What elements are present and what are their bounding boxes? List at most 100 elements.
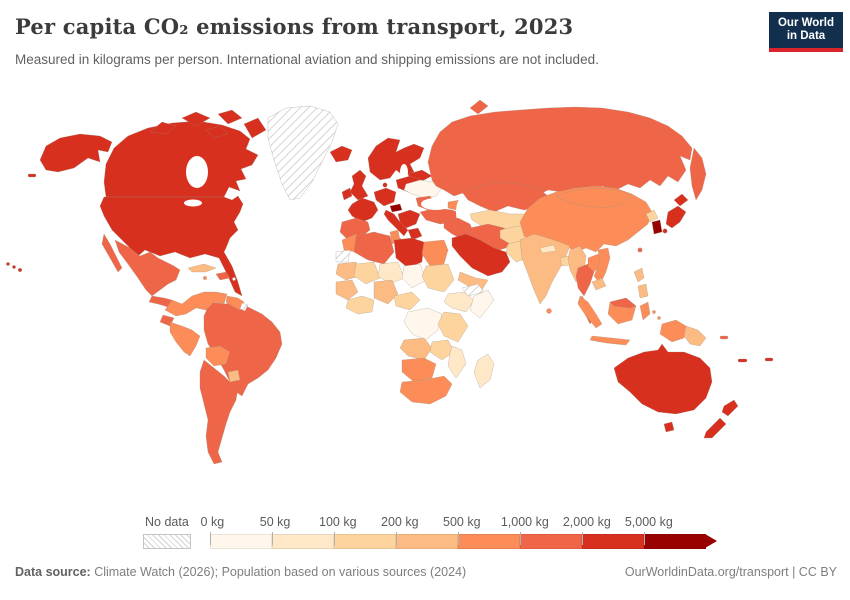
country-greenland[interactable] [267,105,339,201]
country-borneo-malaysia[interactable] [609,297,637,309]
legend-segment-0[interactable] [210,534,272,549]
legend-segment-3[interactable] [396,534,458,549]
country-peru[interactable] [169,321,201,357]
country-new-guinea-west[interactable] [659,319,687,343]
country-greece[interactable] [407,227,423,241]
country-germany-central-europe[interactable] [373,187,397,207]
country-south-korea[interactable] [651,219,663,235]
country-hispaniola[interactable] [215,271,231,281]
country-india[interactable] [519,233,571,305]
country-ethiopia[interactable] [443,291,475,313]
country-cuba[interactable] [187,263,217,273]
legend-no-data-swatch[interactable] [143,534,191,549]
country-moluccas[interactable] [657,316,661,320]
country-colombia-venezuela[interactable] [164,291,228,317]
country-argentina-chile[interactable] [199,359,239,465]
legend-segment-4[interactable] [458,534,520,549]
country-angola[interactable] [399,337,433,361]
country-italy[interactable] [383,209,409,237]
country-egypt[interactable] [421,239,449,267]
country-zambia-zimbabwe[interactable] [429,339,455,361]
country-drc[interactable] [403,307,443,341]
country-france[interactable] [347,197,379,223]
country-mongolia[interactable] [555,187,633,209]
country-bolivia[interactable] [205,345,231,367]
country-cambodia[interactable] [591,277,607,291]
country-papua-new-guinea[interactable] [683,325,707,347]
country-taiwan[interactable] [637,247,643,253]
country-somalia[interactable] [469,289,495,319]
country-australia[interactable] [613,343,713,415]
country-sulawesi[interactable] [639,301,651,321]
country-iceland[interactable] [329,145,353,163]
country-java[interactable] [589,335,631,346]
legend-segment-6[interactable] [582,534,644,549]
country-mali[interactable] [353,261,381,285]
country-mozambique[interactable] [447,345,467,379]
country-cameroon-car[interactable] [393,291,421,311]
country-hawaii[interactable] [17,267,23,273]
country-vietnam[interactable] [593,247,611,285]
footer-link[interactable]: OurWorldinData.org/transport | CC BY [624,565,837,579]
country-guyanas[interactable] [225,295,245,311]
country-namibia-botswana[interactable] [401,357,437,383]
country-madagascar[interactable] [473,353,495,389]
country-new-caledonia[interactable] [737,358,748,363]
country-nepal[interactable] [539,244,557,254]
country-sudan[interactable] [421,263,455,293]
country-hawaii[interactable] [6,262,10,266]
country-philippines[interactable] [633,267,649,299]
country-algeria[interactable] [353,231,395,265]
country-novaya-zemlya[interactable] [469,99,489,115]
country-aleutians[interactable] [27,173,37,178]
map-legend[interactable]: No data 0 kg 50 kg 100 kg 200 kg 500 kg 1,000… [0,510,850,555]
country-austria[interactable] [389,203,403,213]
country-japan-honshu[interactable] [665,205,687,229]
country-mexico[interactable] [114,239,181,297]
country-senegal-guinea[interactable] [335,279,359,301]
country-south-africa[interactable] [399,375,453,405]
country-russia-kamchatka[interactable] [689,147,707,201]
legend-segment-1[interactable] [272,534,334,549]
country-sumatra[interactable] [577,295,603,329]
country-canada[interactable] [103,120,259,198]
country-fiji[interactable] [764,357,774,362]
country-libya[interactable] [393,237,425,269]
country-paraguay[interactable] [227,369,241,383]
country-scandinavia[interactable] [367,137,425,181]
country-french-guiana[interactable] [239,302,249,312]
country-tasmania[interactable] [663,421,675,433]
country-japan-kyushu[interactable] [662,228,668,234]
country-nigeria[interactable] [373,279,399,305]
country-north-korea[interactable] [645,209,659,223]
legend-segment-7[interactable] [644,534,706,549]
country-west-africa-coast[interactable] [345,295,375,315]
country-jamaica[interactable] [202,275,208,281]
country-solomon-islands[interactable] [719,335,729,340]
country-ukraine[interactable] [403,179,443,199]
country-kenya-tanzania[interactable] [437,311,469,343]
country-new-zealand-north[interactable] [721,399,739,417]
country-russia[interactable] [427,106,693,197]
country-japan-hokkaido[interactable] [673,193,689,207]
country-chad[interactable] [401,263,427,289]
country-denmark[interactable] [382,182,388,188]
country-sri-lanka[interactable] [546,308,552,314]
country-moluccas[interactable] [652,310,656,314]
owid-logo[interactable]: Our World in Data [769,12,843,52]
legend-segment-2[interactable] [334,534,396,549]
country-mexico-baja[interactable] [101,233,123,273]
country-saudi-arabia-oman[interactable] [451,233,511,277]
country-usa[interactable] [99,195,244,297]
country-western-sahara[interactable] [335,249,351,263]
country-puerto-rico[interactable] [232,277,236,281]
country-canada-arctic-islands[interactable] [149,109,267,139]
country-hawaii[interactable] [12,265,16,269]
country-ireland[interactable] [341,187,353,201]
country-niger[interactable] [377,261,405,285]
country-new-zealand-south[interactable] [703,417,727,439]
country-uk[interactable] [349,169,369,201]
country-alaska[interactable] [39,133,113,173]
legend-segment-5[interactable] [520,534,582,549]
